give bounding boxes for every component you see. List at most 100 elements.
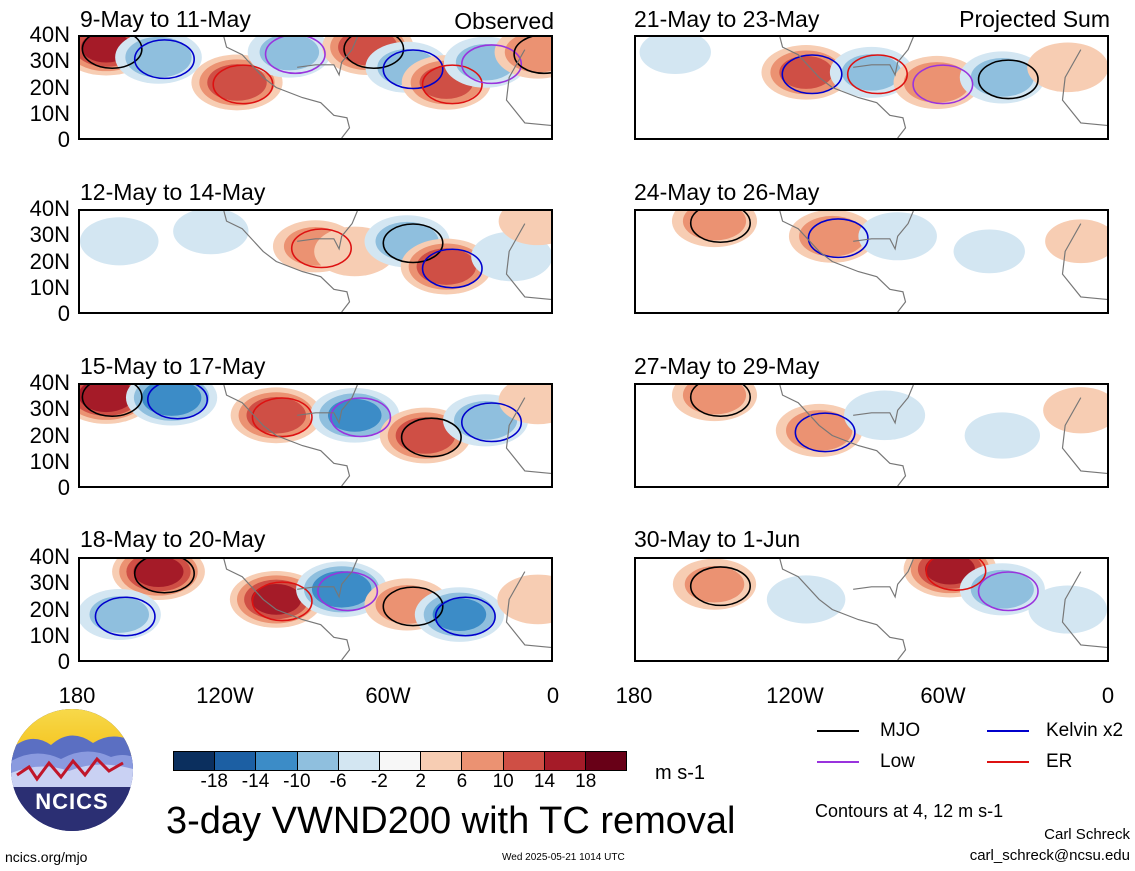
wind-field xyxy=(639,37,1107,138)
y-tick-label: 30N xyxy=(29,222,70,248)
y-tick-label: 20N xyxy=(29,596,70,622)
legend-swatch-kelvin xyxy=(987,730,1029,732)
legend-swatch-er xyxy=(987,761,1029,763)
wind-shade xyxy=(779,55,833,89)
x-tick-label: 0 xyxy=(546,683,560,708)
colorbar-bin xyxy=(585,752,627,770)
wave-contour xyxy=(382,223,444,264)
colorbar-bin xyxy=(503,752,545,770)
wind-shade xyxy=(259,37,320,71)
colorbar-bin xyxy=(379,752,422,770)
wind-shade xyxy=(841,54,902,91)
wind-shade xyxy=(498,385,551,425)
wind-shade xyxy=(133,559,184,588)
wave-contour xyxy=(460,402,523,443)
y-tick-label: 30N xyxy=(29,48,70,74)
legend-label-mjo: MJO xyxy=(880,720,921,741)
colorbar-bin xyxy=(462,752,504,770)
timestamp: Wed 2025-05-21 1014 UTC xyxy=(502,852,625,863)
wind-shade xyxy=(970,569,1034,609)
colorbar-tick-label: 10 xyxy=(492,771,514,792)
colorbar-tick-label: -2 xyxy=(370,771,388,792)
panel-title: 12-May to 14-May xyxy=(80,179,266,205)
wind-shade xyxy=(498,211,551,246)
wind-field xyxy=(80,559,551,660)
wind-shade xyxy=(1027,42,1107,93)
wind-shade xyxy=(89,596,149,633)
wind-shade xyxy=(432,598,487,632)
wind-shade xyxy=(454,400,518,440)
wave-contour xyxy=(290,228,352,269)
wave-contour xyxy=(94,596,156,637)
wind-shade xyxy=(207,64,267,101)
colorbar-bin xyxy=(297,752,339,770)
wave-contour xyxy=(251,397,313,438)
wind-shade xyxy=(311,571,372,608)
coastline xyxy=(223,385,551,486)
y-tick-label: 40N xyxy=(29,370,70,395)
colorbar-bin xyxy=(256,752,298,770)
wave-contour xyxy=(81,37,143,70)
wind-shade xyxy=(251,584,302,615)
wind-shade xyxy=(766,575,846,624)
author-name: Carl Schreck xyxy=(1044,826,1130,843)
panel-title: 30-May to 1-Jun xyxy=(634,526,801,552)
wind-shade xyxy=(682,385,747,415)
x-tick-label: 180 xyxy=(58,683,96,708)
coastline xyxy=(223,559,551,660)
wind-field xyxy=(80,37,551,138)
wave-contour xyxy=(421,248,483,289)
wind-shade xyxy=(639,37,711,75)
wind-shade xyxy=(970,58,1034,97)
wind-shade xyxy=(844,390,926,441)
colorbar-bin xyxy=(421,752,463,770)
colorbar-tick-label: -6 xyxy=(329,771,347,792)
colorbar-bin xyxy=(544,752,586,770)
y-tick-label: 40N xyxy=(29,196,70,221)
colorbar-units: m s-1 xyxy=(655,762,705,784)
wind-shade xyxy=(953,229,1025,274)
legend-swatch-low xyxy=(817,761,859,763)
x-tick-label: 120W xyxy=(196,683,254,708)
colorbar-tick-label: 2 xyxy=(415,771,426,792)
wave-contour xyxy=(434,596,496,637)
ncics-logo: NCICS xyxy=(11,709,133,831)
wave-contour xyxy=(382,586,444,627)
x-tick-label: 120W xyxy=(766,683,824,708)
map-panel xyxy=(634,209,1109,314)
logo-text: NCICS xyxy=(35,789,109,814)
wind-shade xyxy=(327,398,382,432)
wind-shade xyxy=(1043,387,1107,434)
panel-title: 15-May to 17-May xyxy=(80,353,266,379)
wave-contour xyxy=(251,581,313,622)
wind-shade xyxy=(497,574,551,625)
panel-title: 21-May to 23-May xyxy=(634,6,820,32)
wind-shade xyxy=(173,211,249,255)
author-email: carl_schreck@ncsu.edu xyxy=(969,847,1130,864)
coastline xyxy=(779,37,1107,138)
coastline xyxy=(779,559,1107,660)
site-link[interactable]: ncics.org/mjo xyxy=(5,849,88,865)
wind-shade xyxy=(141,385,202,416)
wave-contour xyxy=(133,39,195,80)
wave-contour xyxy=(81,385,143,418)
wind-shade xyxy=(1045,219,1107,264)
legend-swatch-mjo xyxy=(817,730,859,732)
wave-contour xyxy=(421,64,483,105)
y-tick-label: 10N xyxy=(29,622,70,648)
wind-field xyxy=(672,559,1107,660)
wave-contour xyxy=(689,385,751,418)
y-tick-label: 20N xyxy=(29,422,70,448)
y-tick-label: 10N xyxy=(29,274,70,300)
wave-contour xyxy=(689,566,751,607)
y-tick-label: 0 xyxy=(57,649,70,674)
y-tick-label: 20N xyxy=(29,248,70,274)
colorbar xyxy=(173,751,627,771)
wave-contour xyxy=(382,49,444,90)
y-tick-label: 40N xyxy=(29,22,70,47)
wind-shade xyxy=(1028,585,1107,634)
contour-note: Contours at 4, 12 m s-1 xyxy=(815,801,1004,821)
wind-field xyxy=(671,385,1107,486)
panel-title: 9-May to 11-May xyxy=(80,6,251,32)
y-tick-label: 20N xyxy=(29,74,70,100)
